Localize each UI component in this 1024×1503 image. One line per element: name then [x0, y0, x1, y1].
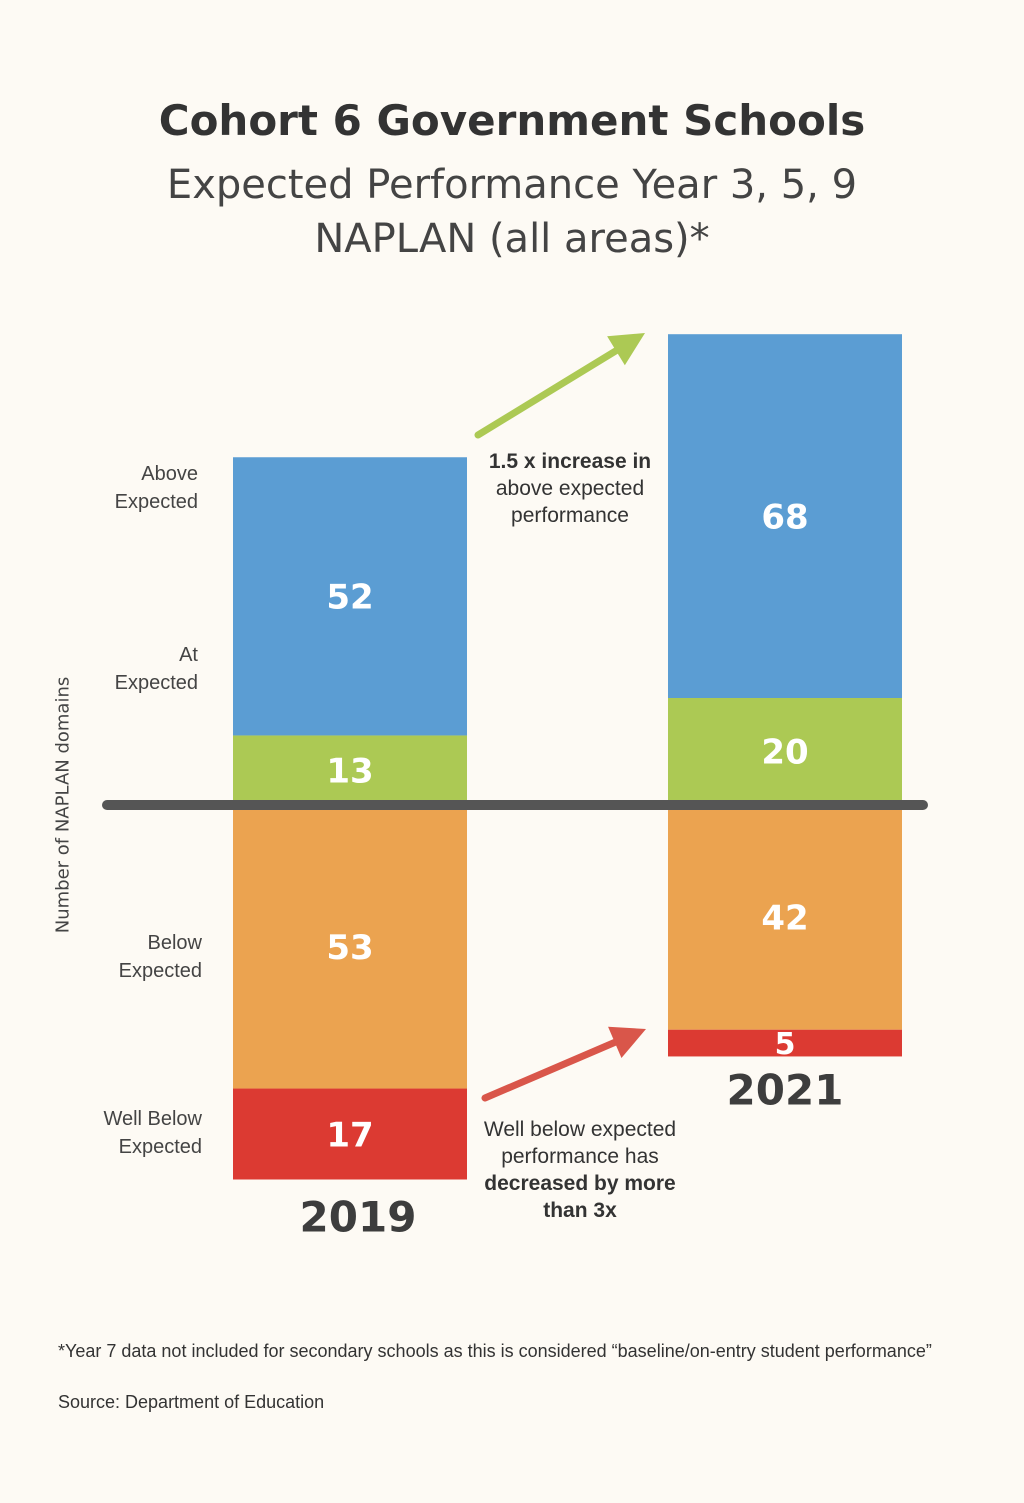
bar-2019-series-1 [233, 457, 467, 736]
increase-arrow-shaft [474, 347, 620, 439]
legend-at-line1: At [179, 644, 198, 666]
legend-well-below-line2: Expected [118, 1136, 202, 1158]
legend-at-expected: At Expected [48, 641, 198, 697]
bar-2021-series-1 [668, 334, 902, 698]
bar-2019-series-2 [233, 805, 467, 1089]
legend-above-line1: Above [141, 463, 198, 485]
annotation-increase-text: above expected performance [495, 477, 645, 527]
data-label-2021-series-2: 42 [761, 899, 808, 939]
annotation-decrease: Well below expected performance has decr… [470, 1116, 690, 1224]
legend-below-line2: Expected [118, 960, 202, 982]
annotation-increase-bold: 1.5 x increase in [488, 450, 652, 473]
increase-arrow-head [607, 333, 645, 366]
decrease-arrow-head [608, 1026, 646, 1059]
bar-2019-series-3 [233, 1088, 467, 1180]
annotation-increase: 1.5 x increase in above expected perform… [470, 448, 670, 529]
annotation-decrease-bold: decreased by more than 3x [484, 1172, 676, 1222]
data-label-2019-series-1: 52 [326, 578, 373, 618]
data-label-2021-series-0: 20 [761, 733, 808, 773]
legend-below-line1: Below [147, 932, 202, 954]
data-label-2019-series-0: 13 [326, 751, 373, 791]
data-label-2021-series-1: 68 [761, 497, 808, 537]
source-note: Source: Department of Education [58, 1392, 325, 1412]
data-label-2019-series-2: 53 [326, 928, 373, 968]
bar-2021-series-2 [668, 805, 902, 1030]
bar-2021-series-0 [668, 698, 902, 805]
data-label-2021-series-3: 5 [775, 1027, 796, 1062]
legend-below-expected: Below Expected [52, 929, 202, 985]
bar-2021-series-3 [668, 1029, 902, 1057]
chart-title: Cohort 6 Government Schools [158, 96, 866, 145]
decrease-arrow-shaft [481, 1038, 619, 1102]
category-label-2021: 2021 [727, 1065, 844, 1114]
legend-at-line2: Expected [114, 672, 198, 694]
legend-above-expected: Above Expected [48, 460, 198, 516]
data-label-2019-series-3: 17 [326, 1115, 373, 1155]
legend-well-below-expected: Well Below Expected [52, 1105, 202, 1161]
legend-above-line2: Expected [114, 491, 198, 513]
legend-well-below-line1: Well Below [103, 1108, 202, 1130]
annotation-decrease-text: Well below expected performance has [483, 1118, 677, 1168]
bar-2019-series-0 [233, 735, 467, 805]
category-label-2019: 2019 [300, 1193, 417, 1242]
chart-subtitle: Expected Performance Year 3, 5, 9 NAPLAN… [166, 162, 858, 262]
footnote: *Year 7 data not included for secondary … [58, 1341, 932, 1361]
